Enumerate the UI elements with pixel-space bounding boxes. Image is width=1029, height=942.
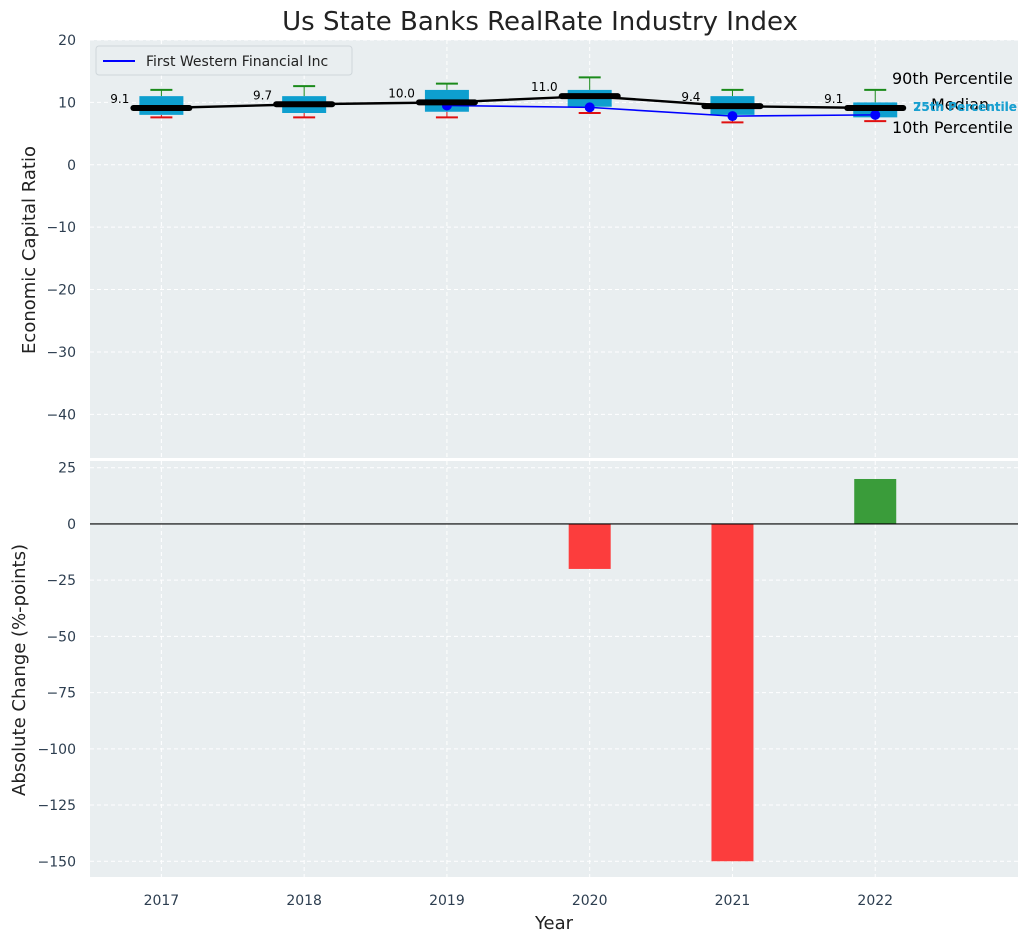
- x-tick-label: 2019: [429, 893, 465, 909]
- median-value-label: 9.4: [681, 90, 700, 104]
- bottom-panel-background: [90, 461, 1018, 877]
- bottom-panel-marks: [90, 478, 1018, 862]
- legend: First Western Financial Inc: [95, 45, 353, 76]
- series-line-first-western: [446, 104, 876, 117]
- bottom-y-tick-label: 25: [58, 461, 76, 477]
- bottom-y-tick-label: 0: [67, 517, 76, 533]
- bottom-y-axis-label: Absolute Change (%-points): [9, 544, 30, 796]
- x-tick-label: 2021: [715, 893, 751, 909]
- top-panel-marks: 9.1 9.7 10.0 11.0 9.4 9.1: [110, 76, 907, 124]
- top-y-tick-label: −20: [46, 283, 76, 299]
- top-y-tick-label: −40: [46, 407, 76, 423]
- annotation-25th-percentile: 25th Percentile: [913, 100, 1017, 114]
- annotation-10th-percentile: 10th Percentile: [892, 118, 1013, 137]
- bottom-y-tick-label: −125: [38, 798, 76, 814]
- legend-label: First Western Financial Inc: [146, 54, 328, 70]
- legend-box: [95, 45, 353, 76]
- x-tick-label: 2017: [144, 893, 180, 909]
- series-point-first-western: [870, 109, 881, 120]
- annotation-median: Median: [931, 95, 989, 114]
- chart-title: Us State Banks RealRate Industry Index: [282, 7, 798, 37]
- change-bar: [568, 523, 611, 569]
- top-y-axis-label: Economic Capital Ratio: [19, 146, 40, 354]
- x-tick-label: 2020: [572, 893, 608, 909]
- x-tick-label: 2022: [857, 893, 893, 909]
- annotation-75th-percentile: 75th Percentile: [913, 100, 1017, 114]
- x-ticks: 2017 2018 2019 2020 2021 2022: [144, 893, 893, 909]
- bottom-y-tick-label: −25: [46, 573, 76, 589]
- top-y-tick-label: 10: [58, 95, 76, 111]
- top-panel-grid: [90, 39, 1018, 458]
- x-axis-label: Year: [534, 913, 574, 934]
- median-value-label: 9.1: [824, 92, 843, 106]
- median-value-label: 9.7: [253, 88, 272, 102]
- bottom-y-tick-label: −150: [38, 854, 76, 870]
- bottom-y-tick-label: −75: [46, 686, 76, 702]
- bottom-y-ticks: 25 0 −25 −50 −75 −100 −125 −150: [38, 461, 76, 871]
- median-value-label: 11.0: [531, 80, 558, 94]
- top-y-tick-label: 20: [58, 33, 76, 49]
- top-y-tick-label: −30: [46, 345, 76, 361]
- median-value-label: 10.0: [388, 86, 415, 100]
- top-y-tick-label: 0: [67, 158, 76, 174]
- change-bar: [854, 478, 897, 524]
- annotation-90th-percentile: 90th Percentile: [892, 69, 1013, 88]
- change-bar: [711, 523, 754, 862]
- series-point-first-western: [584, 102, 595, 113]
- bottom-y-tick-label: −100: [38, 742, 76, 758]
- top-y-tick-label: −10: [46, 220, 76, 236]
- x-tick-label: 2018: [286, 893, 322, 909]
- median-value-label: 9.1: [110, 92, 129, 106]
- top-y-ticks: 20 10 0 −10 −20 −30 −40: [46, 33, 76, 423]
- bottom-y-tick-label: −50: [46, 629, 76, 645]
- series-point-first-western: [727, 111, 738, 122]
